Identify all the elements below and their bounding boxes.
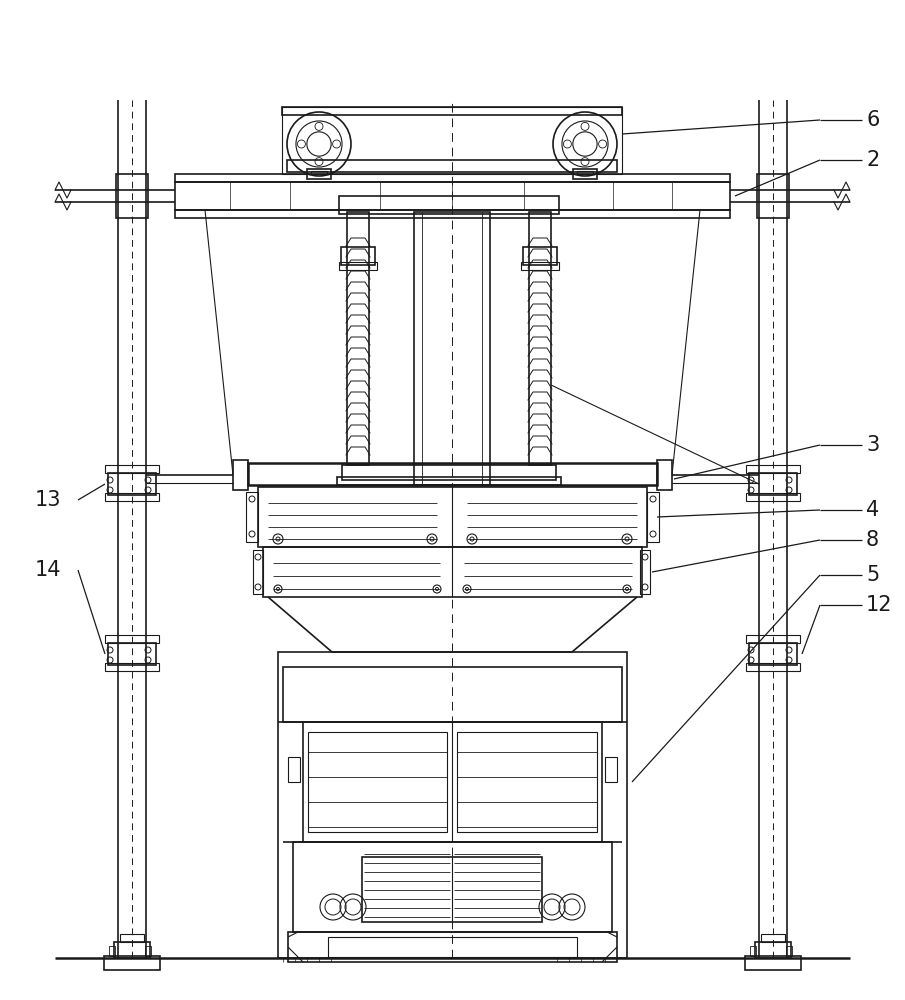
Bar	[308, 732, 447, 832]
Bar	[175, 182, 730, 210]
Bar	[246, 492, 258, 542]
Bar	[105, 635, 159, 643]
Bar	[108, 643, 156, 665]
Bar	[263, 547, 642, 597]
Text: 14: 14	[35, 560, 62, 580]
Bar	[750, 946, 756, 956]
Bar	[342, 465, 556, 480]
Bar	[293, 842, 612, 932]
Bar	[749, 473, 797, 495]
Bar	[328, 937, 577, 957]
Bar	[114, 942, 150, 958]
Text: 6: 6	[866, 110, 880, 130]
Text: 12: 12	[866, 595, 892, 615]
Bar	[105, 493, 159, 501]
Text: 8: 8	[866, 530, 879, 550]
Bar	[282, 107, 622, 115]
Bar	[105, 663, 159, 671]
Bar	[523, 247, 557, 265]
Bar	[746, 663, 800, 671]
Bar	[746, 493, 800, 501]
Bar	[283, 667, 622, 722]
Bar	[288, 932, 617, 962]
Text: 4: 4	[866, 500, 880, 520]
Bar	[341, 247, 375, 265]
Bar	[233, 460, 248, 490]
Bar	[337, 477, 561, 485]
Bar	[175, 210, 730, 218]
Bar	[529, 212, 551, 465]
Bar	[746, 635, 800, 643]
Text: 2: 2	[866, 150, 880, 170]
Bar	[175, 174, 730, 182]
Text: 5: 5	[866, 565, 880, 585]
Bar	[757, 174, 789, 218]
Bar	[120, 934, 144, 942]
Bar	[253, 550, 263, 594]
Bar	[362, 857, 542, 922]
Bar	[745, 956, 801, 970]
Bar	[347, 212, 369, 465]
Text: 13: 13	[35, 490, 62, 510]
Bar	[145, 946, 151, 956]
Bar	[108, 473, 156, 495]
Bar	[248, 463, 657, 485]
Bar	[311, 171, 327, 174]
Bar	[755, 942, 791, 958]
Bar	[749, 643, 797, 665]
Bar	[605, 757, 617, 782]
Bar	[109, 946, 115, 956]
Bar	[258, 487, 647, 547]
Bar	[577, 171, 593, 174]
Bar	[339, 196, 559, 214]
Bar	[287, 160, 617, 172]
Bar	[339, 262, 377, 270]
Bar	[105, 465, 159, 473]
Bar	[457, 732, 597, 832]
Bar	[282, 107, 622, 174]
Bar	[278, 652, 627, 958]
Bar	[647, 492, 659, 542]
Bar	[521, 262, 559, 270]
Bar	[640, 550, 650, 594]
Text: 3: 3	[866, 435, 880, 455]
Bar	[786, 946, 792, 956]
Bar	[657, 460, 672, 490]
Bar	[761, 934, 785, 942]
Bar	[303, 722, 602, 842]
Bar	[104, 956, 160, 970]
Bar	[414, 212, 490, 485]
Bar	[288, 757, 300, 782]
Bar	[746, 465, 800, 473]
Bar	[573, 169, 597, 179]
Bar	[307, 169, 331, 179]
Bar	[116, 174, 148, 218]
